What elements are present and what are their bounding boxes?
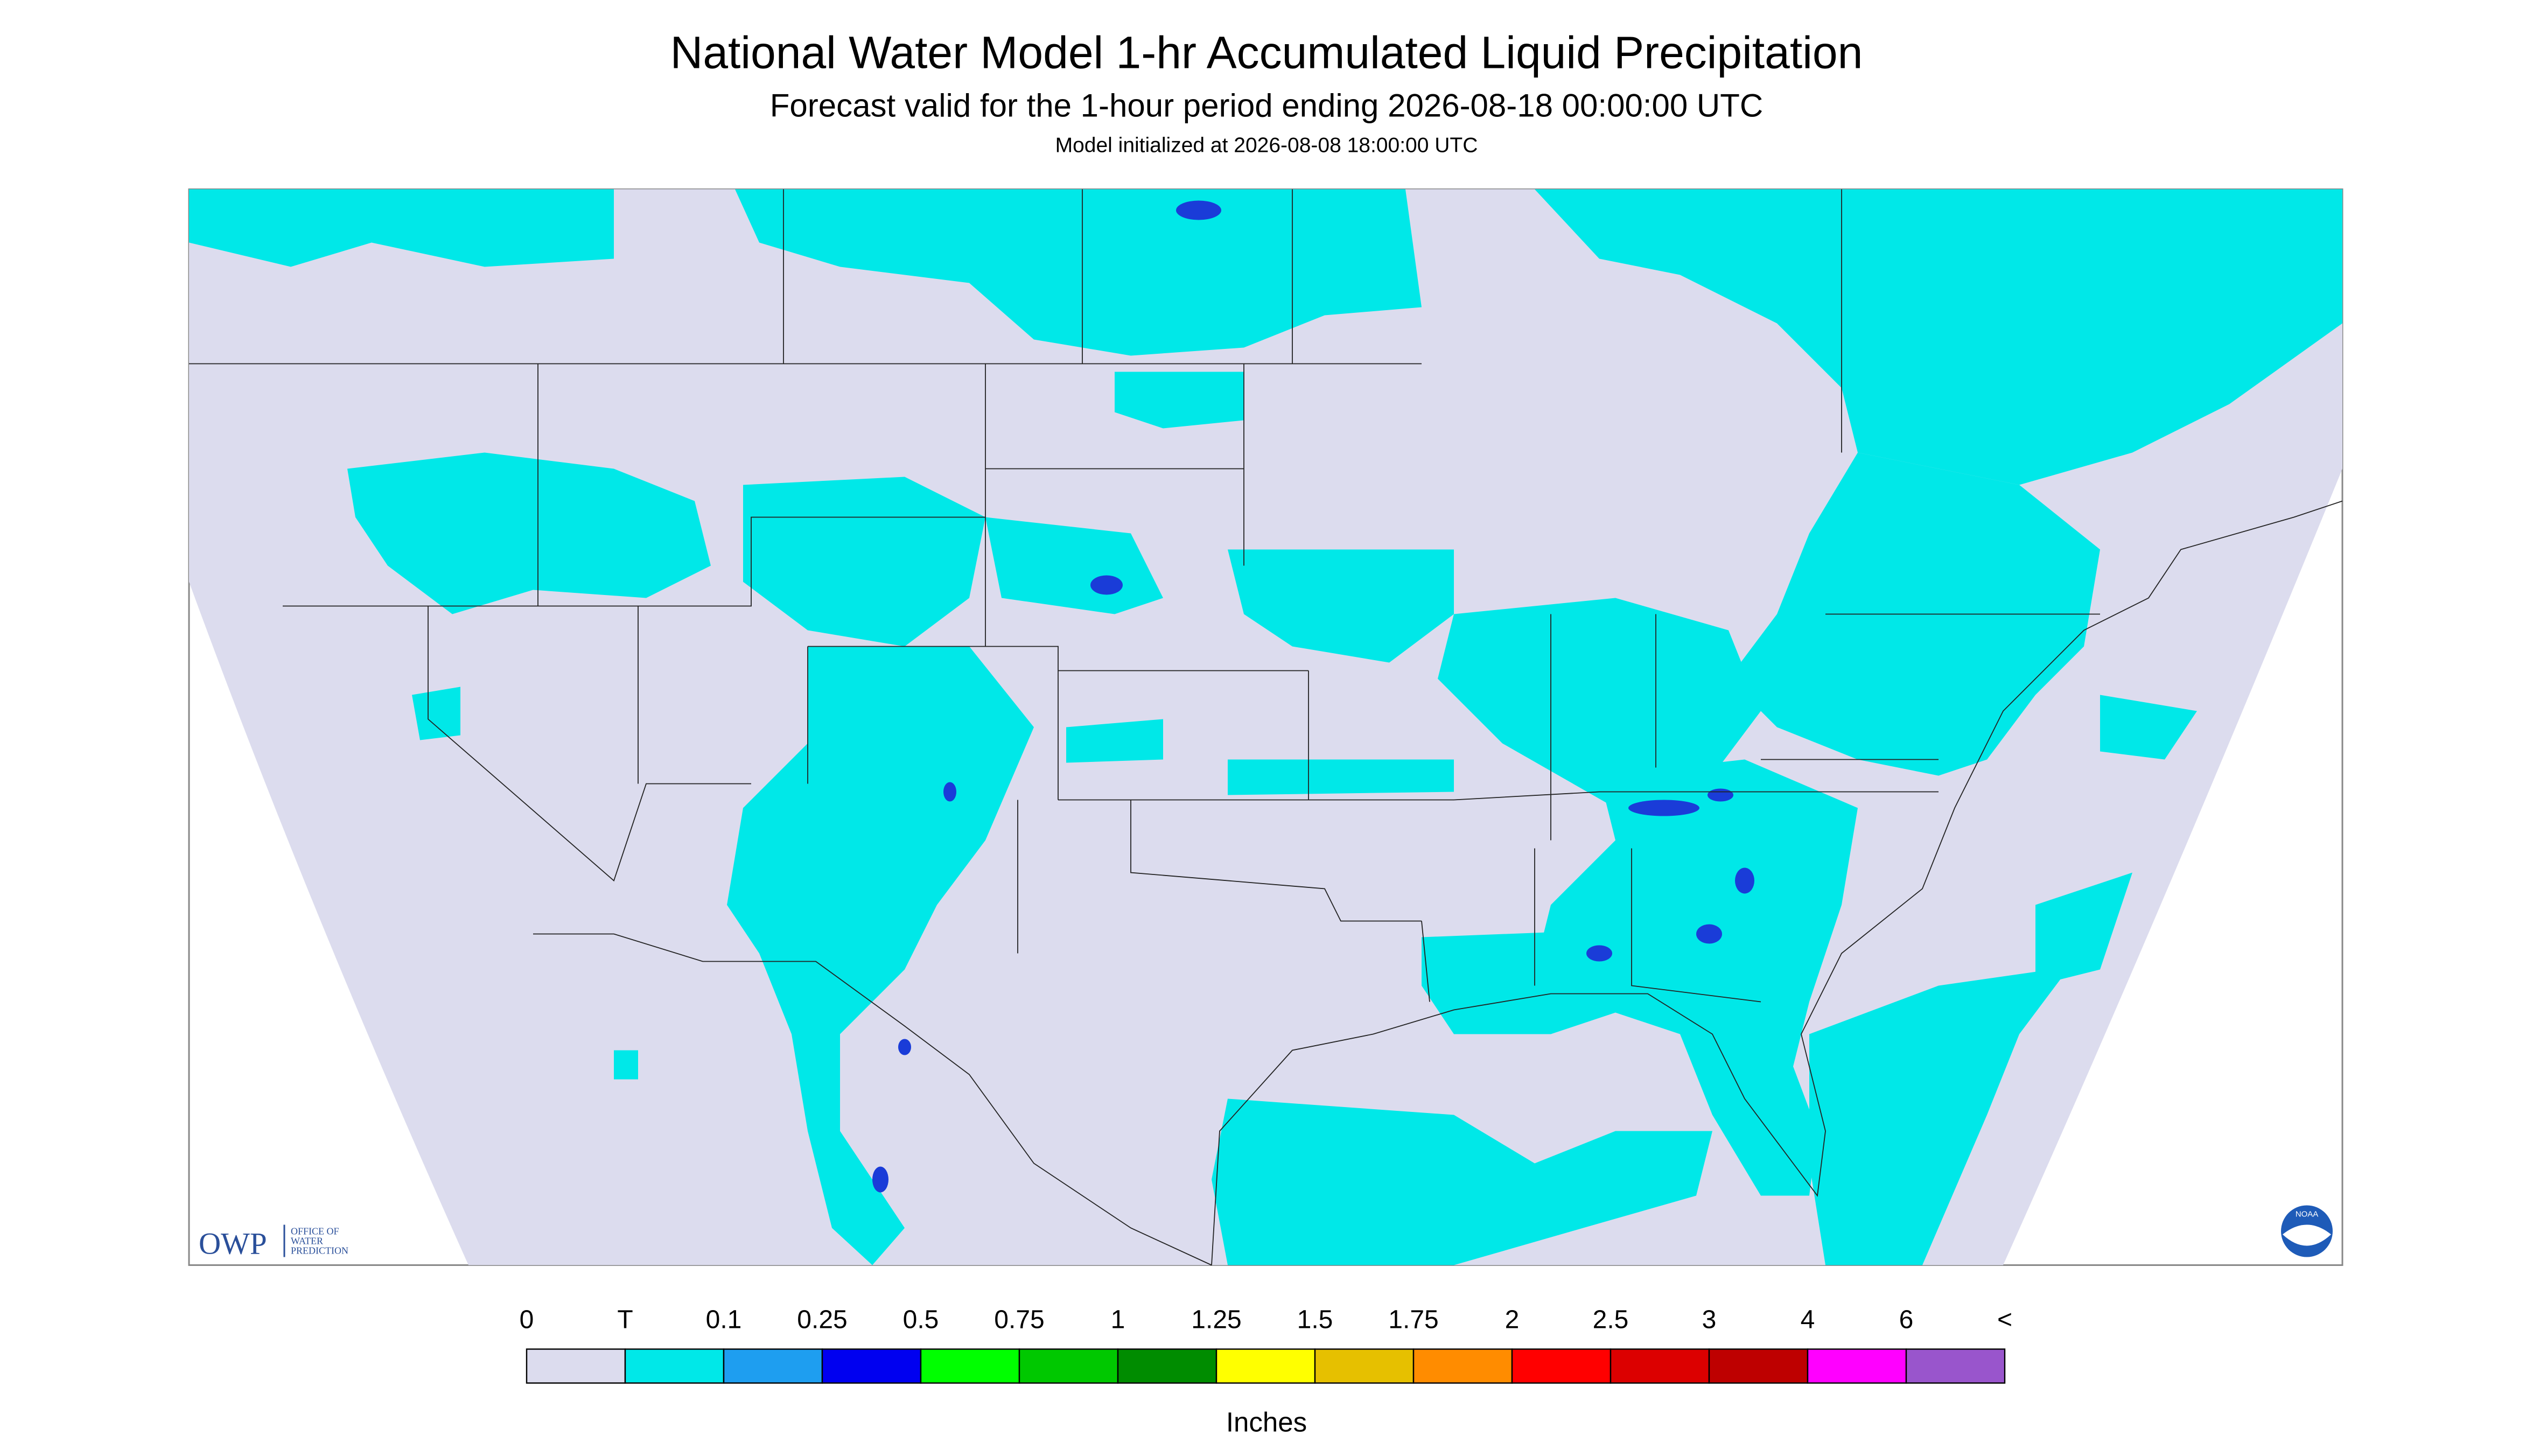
legend-swatch <box>1412 1348 1513 1384</box>
legend-swatch <box>821 1348 922 1384</box>
legend-label: 1 <box>1111 1306 1125 1334</box>
legend-swatch <box>526 1348 626 1384</box>
map: OWP OFFICE OF WATER PREDICTION NOAA <box>188 188 2343 1266</box>
precip-area <box>1809 905 2116 1265</box>
legend-label: 1.25 <box>1191 1306 1241 1334</box>
legend-swatch <box>1708 1348 1809 1384</box>
heavy-precip <box>1586 945 1612 962</box>
precip-area <box>1066 719 1163 763</box>
owp-text: PREDICTION <box>291 1245 348 1256</box>
heavy-precip <box>898 1039 911 1055</box>
legend-label: 1.5 <box>1297 1306 1333 1334</box>
legend-label: 1.75 <box>1388 1306 1438 1334</box>
precip-area <box>1212 1098 1712 1265</box>
legend-label: 2 <box>1505 1306 1520 1334</box>
legend-label: T <box>617 1306 633 1334</box>
legend-label: 4 <box>1801 1306 1815 1334</box>
legend-label: 0.75 <box>994 1306 1044 1334</box>
precip-area <box>727 646 1034 1265</box>
precip-area <box>735 189 1422 356</box>
legend-swatch <box>920 1348 1020 1384</box>
init-time: Model initialized at 2026-08-08 18:00:00… <box>1055 134 1478 157</box>
legend-label: < <box>1997 1306 2012 1334</box>
noaa-logo-bird <box>2283 1224 2331 1246</box>
boundaries <box>189 189 2343 1266</box>
title: National Water Model 1-hr Accumulated Li… <box>670 27 1863 78</box>
legend-swatch <box>1905 1348 2006 1384</box>
legend-label: 0.25 <box>797 1306 847 1334</box>
legend-label: 6 <box>1899 1306 1914 1334</box>
coastline <box>1211 500 2343 1265</box>
precip-area <box>412 687 460 740</box>
legend-label: 2.5 <box>1593 1306 1629 1334</box>
precip-areas <box>189 189 2342 1265</box>
precip-area <box>1535 759 1858 1196</box>
heavy-precip <box>872 1166 888 1193</box>
precip-area <box>743 477 985 647</box>
legend-swatch <box>1807 1348 1907 1384</box>
heavy-precip <box>1090 575 1123 595</box>
owp-text: WATER <box>291 1236 323 1247</box>
heavy-precip <box>1696 924 1722 944</box>
legend-swatch <box>723 1348 823 1384</box>
legend-label: 0.1 <box>706 1306 742 1334</box>
precip-area <box>2035 872 2132 986</box>
precip-area <box>1115 372 1244 429</box>
noaa-text: NOAA <box>2296 1210 2319 1219</box>
precip-area <box>1438 598 1761 808</box>
border <box>283 363 1454 954</box>
legend-label: 3 <box>1702 1306 1717 1334</box>
legend-units: Inches <box>1226 1407 1307 1438</box>
legend-swatch <box>1117 1348 1217 1384</box>
legend-swatch <box>1610 1348 1710 1384</box>
precip-area <box>189 189 614 267</box>
legend-label: 0.5 <box>903 1306 939 1334</box>
heavy-precip <box>943 782 956 802</box>
border <box>533 613 2100 1266</box>
border <box>189 189 1842 453</box>
precip-area <box>2100 695 2197 760</box>
legend-swatch <box>1018 1348 1119 1384</box>
owp-text: OFFICE OF <box>291 1226 339 1237</box>
legend-swatch <box>1215 1348 1316 1384</box>
legend-swatch <box>1314 1348 1415 1384</box>
legend-swatch <box>624 1348 725 1384</box>
precip-area <box>347 452 711 614</box>
owp-logo: OWP <box>199 1227 267 1261</box>
precip-area <box>1535 189 2342 485</box>
heavy-precip <box>1628 800 1699 816</box>
subtitle: Forecast valid for the 1-hour period end… <box>770 88 1763 124</box>
heavy-precip <box>1708 788 1733 802</box>
precip-area <box>614 1050 638 1080</box>
precip-area <box>1228 759 1454 795</box>
legend: 0 T 0.1 0.25 0.5 0.75 1 1.25 1.5 1.75 2 2.5 3 4 6 < <box>520 1306 2012 1384</box>
heavy-precip <box>1735 867 1754 894</box>
precip-area <box>1228 549 1454 663</box>
legend-swatch <box>1511 1348 1612 1384</box>
heavy-precip <box>1176 200 1221 220</box>
legend-label: 0 <box>520 1306 534 1334</box>
